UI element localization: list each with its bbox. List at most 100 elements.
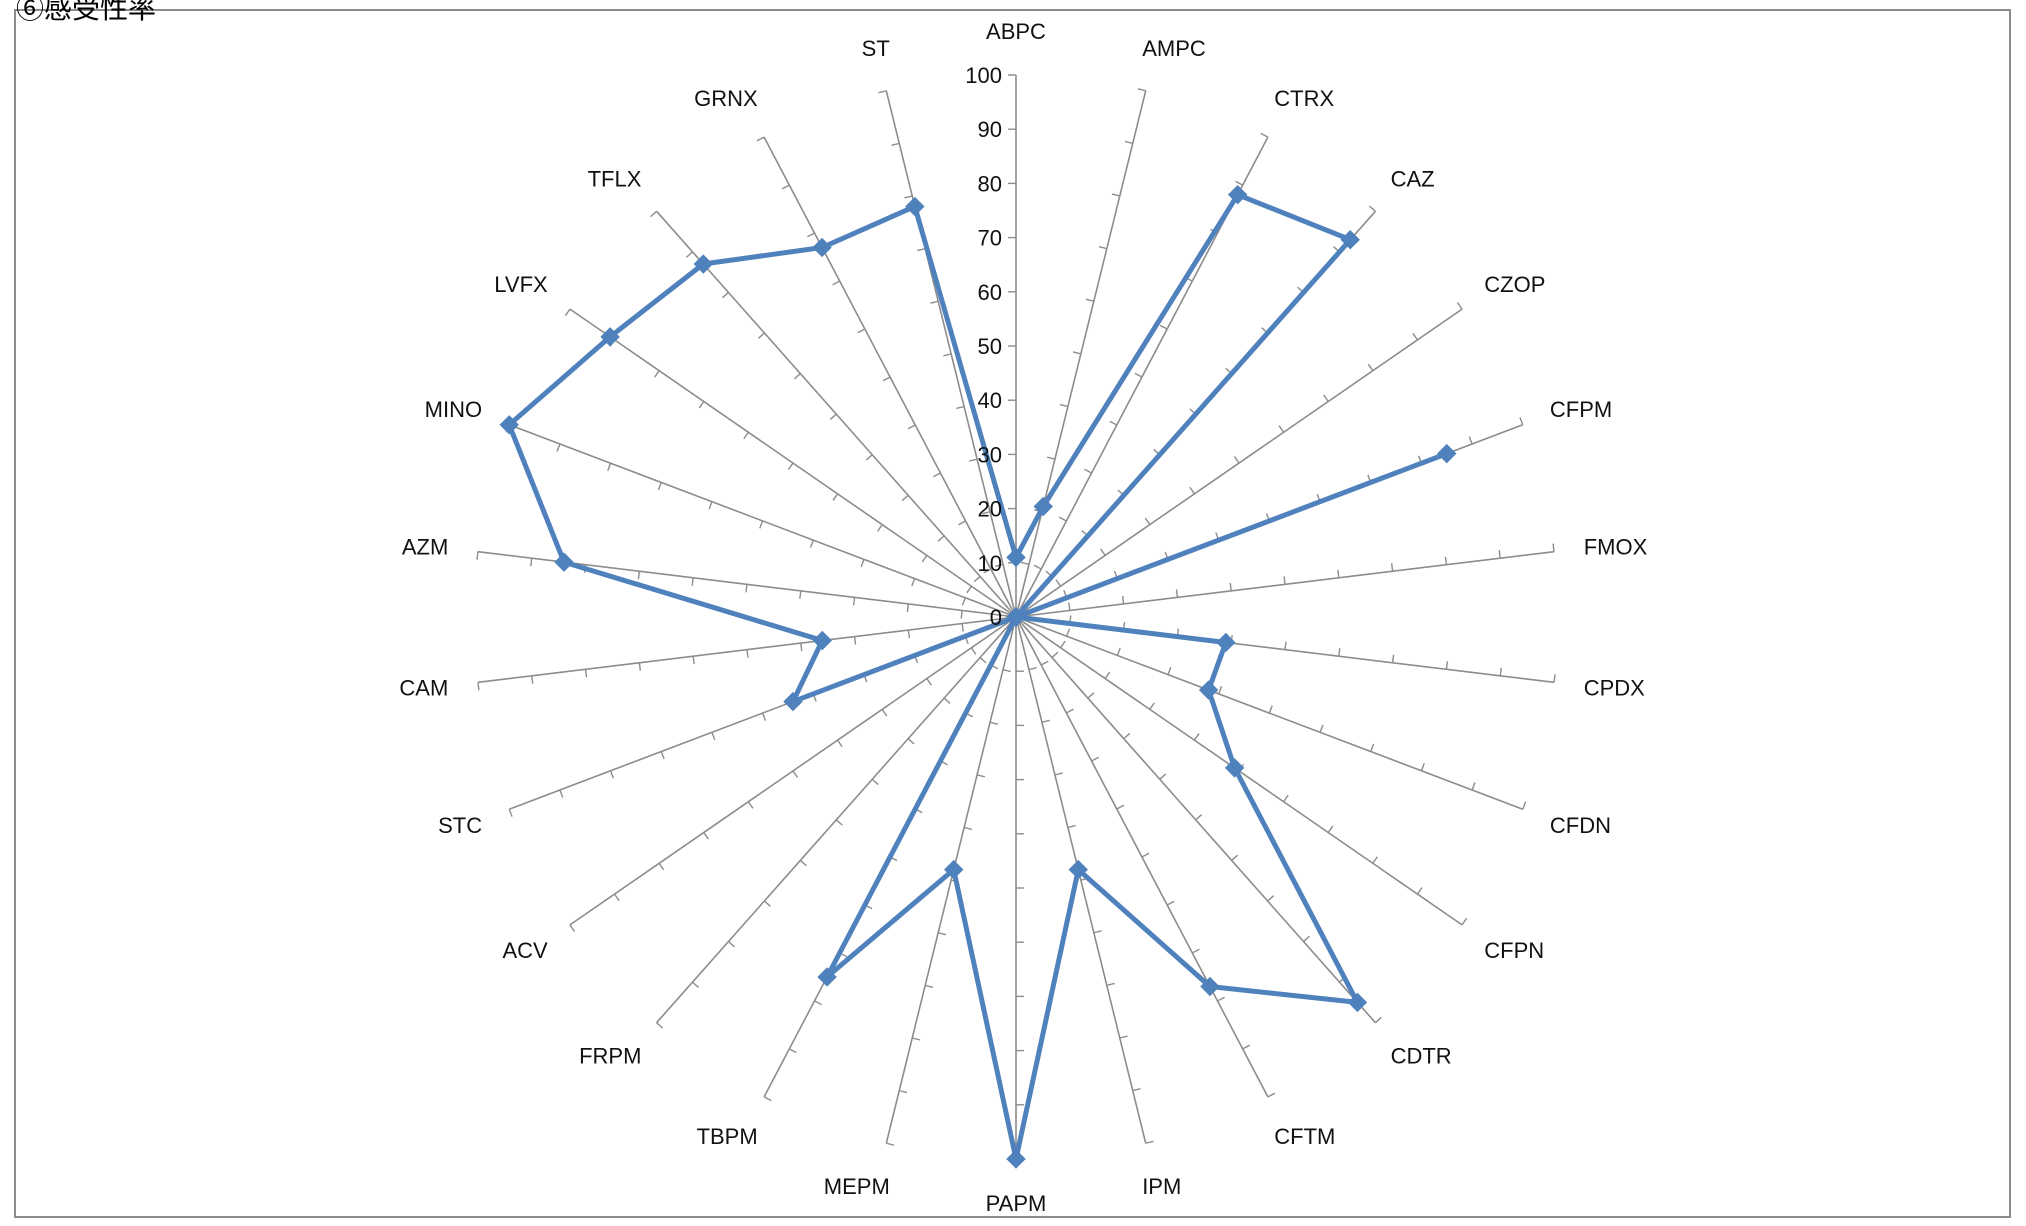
tick-mepm-2 [989,721,998,725]
tick-stc-10 [508,808,513,817]
tick-cfpn-8 [1372,856,1378,864]
tick-azm-2 [906,603,910,612]
category-label-cfpm: CFPM [1550,397,1612,422]
category-label-azm: AZM [402,534,448,559]
tick-cfdn-1 [1066,628,1071,637]
tick-azm-3 [852,597,856,606]
tick-tflx-6 [793,373,801,380]
radial-ticks [476,74,1556,1160]
tick-azm-10 [476,551,479,560]
r-tick-label-50: 50 [978,334,1002,359]
spoke-tflx [655,210,1017,618]
tick-acv-3 [881,708,888,717]
category-label-frpm: FRPM [579,1044,641,1069]
category-label-grnx: GRNX [694,86,758,111]
tick-fmox-7 [1390,563,1394,572]
tick-tflx-1 [973,575,981,583]
spoke-ampc [1015,90,1147,618]
tick-lvfx-3 [877,524,883,532]
tick-lvfx-1 [966,585,972,594]
category-label-tflx: TFLX [588,166,642,191]
point-papm [1006,1149,1026,1169]
tick-ampc-10 [1137,88,1146,92]
tick-cftm-7 [1191,948,1200,954]
tick-cam-8 [584,669,588,678]
series-line [506,192,1450,1162]
tick-grnx-2 [958,520,966,526]
tick-mepm-7 [925,984,934,988]
tick-acv-9 [613,893,620,902]
point-cftm [1200,976,1220,997]
tick-tflx-2 [937,535,945,542]
tick-frpm-2 [943,697,951,704]
tick-st-2 [982,511,991,515]
tick-cfpm-10 [1519,417,1524,426]
tick-ipm-4 [1067,824,1076,829]
tick-ampc-9 [1124,140,1133,145]
tick-ampc-3 [1046,456,1056,460]
tick-grnx-10 [756,136,765,142]
tick-ampc-6 [1085,298,1094,302]
radar-series [499,184,1457,1169]
tick-fmox-9 [1498,550,1501,559]
tick-cdtr-4 [1159,773,1167,780]
point-ctrx [1227,184,1248,205]
tick-fmox-1 [1068,602,1071,611]
category-label-acv: ACV [502,938,548,963]
r-tick-label-40: 40 [978,388,1002,413]
point-cfdn [1198,680,1219,700]
tick-mepm-4 [963,826,973,831]
corner-title: ⑥感受性率 [16,0,157,24]
point-caz [1340,229,1360,250]
spoke-cam [477,616,1017,684]
tick-azm-1 [960,610,963,619]
tick-cam-7 [638,662,642,671]
tick-cdtr-10 [1374,1016,1382,1024]
point-mino [499,415,519,435]
tick-ctrx-5 [1134,372,1143,378]
tick-fmox-5 [1283,576,1286,585]
point-ipm [1068,859,1088,880]
tick-ampc-7 [1098,246,1107,250]
r-tick-label-90: 90 [978,117,1002,142]
tick-acv-7 [703,832,709,840]
tick-acv-4 [837,739,843,748]
tick-grnx-8 [807,232,815,238]
tick-ipm-8 [1119,1035,1128,1039]
point-cpdx [1216,632,1236,653]
tick-cam-3 [853,636,857,645]
tick-azm-7 [637,571,641,580]
tick-cfpn-7 [1327,825,1334,833]
tick-czop-2 [1100,548,1106,556]
tick-st-9 [891,142,900,146]
point-azm [554,552,574,572]
tick-ipm-9 [1132,1088,1141,1092]
category-label-lvfx: LVFX [494,272,548,297]
tick-mino-4 [809,539,814,548]
tick-st-3 [969,458,978,462]
tick-ipm-6 [1093,930,1102,934]
tick-mepm-6 [938,932,947,936]
tick-mepm-1 [1002,668,1011,673]
tick-cdtr-3 [1123,732,1131,740]
tick-czop-8 [1367,363,1374,372]
tick-mino-2 [911,578,916,587]
category-label-ipm: IPM [1142,1174,1181,1199]
tick-ctrx-2 [1058,516,1067,522]
tick-cftm-8 [1217,996,1225,1002]
tick-frpm-8 [728,941,735,948]
tick-lvfx-8 [654,370,660,378]
tick-ctrx-1 [1033,564,1042,570]
tick-ampc-8 [1111,193,1120,197]
tick-cftm-3 [1091,756,1099,762]
tick-azm-6 [691,577,694,586]
tick-acv-1 [970,647,977,655]
tick-grnx-4 [907,424,916,430]
tick-azm-9 [530,558,533,567]
category-label-cftm: CFTM [1274,1124,1335,1149]
tick-cfpn-2 [1104,671,1111,679]
tick-czop-7 [1323,394,1329,402]
tick-cfpn-9 [1416,887,1423,895]
point-st [905,196,925,217]
tick-lvfx-5 [787,462,794,471]
